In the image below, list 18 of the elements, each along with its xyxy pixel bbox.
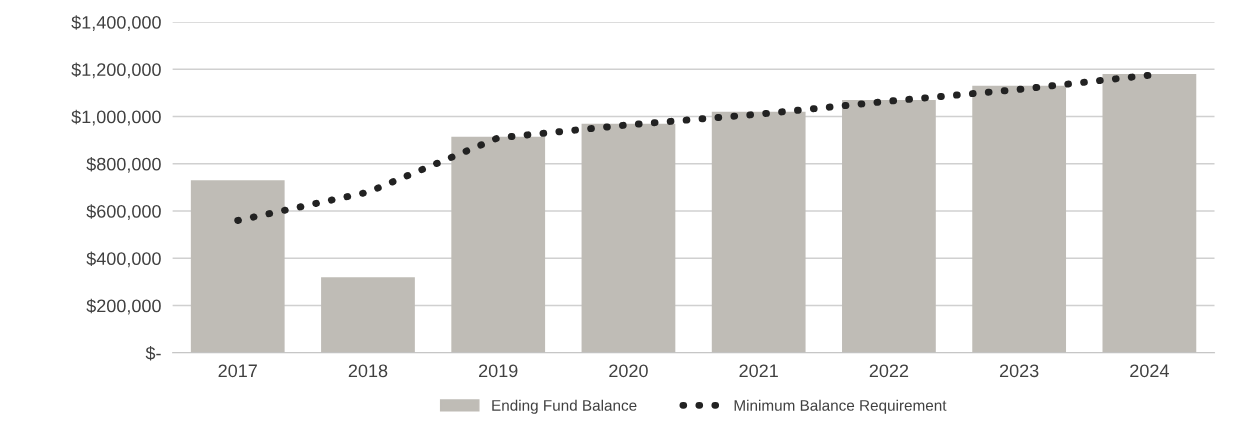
x-tick-label: 2019 xyxy=(479,364,518,378)
y-tick-label: $1,200,000 xyxy=(71,62,161,79)
x-tick-label: 2023 xyxy=(999,364,1039,378)
legend-label: Ending Fund Balance xyxy=(492,399,637,414)
legend-label: Minimum Balance Requirement xyxy=(734,399,947,414)
y-tick-label: $400,000 xyxy=(86,251,161,268)
y-tick-label: $1,400,000 xyxy=(71,15,161,31)
x-tick-label: 2017 xyxy=(218,364,257,378)
x-tick-label: 2022 xyxy=(869,364,909,378)
x-tick-label: 2021 xyxy=(739,364,778,378)
x-tick-label: 2018 xyxy=(348,364,388,378)
y-tick-label: $- xyxy=(145,345,161,361)
x-tick-label: 2024 xyxy=(1130,364,1169,378)
y-tick-label: $200,000 xyxy=(86,298,161,315)
y-tick-label: $800,000 xyxy=(86,156,161,173)
y-tick-label: $1,000,000 xyxy=(71,109,161,126)
y-tick-label: $600,000 xyxy=(86,204,161,220)
x-tick-label: 2020 xyxy=(609,364,648,378)
